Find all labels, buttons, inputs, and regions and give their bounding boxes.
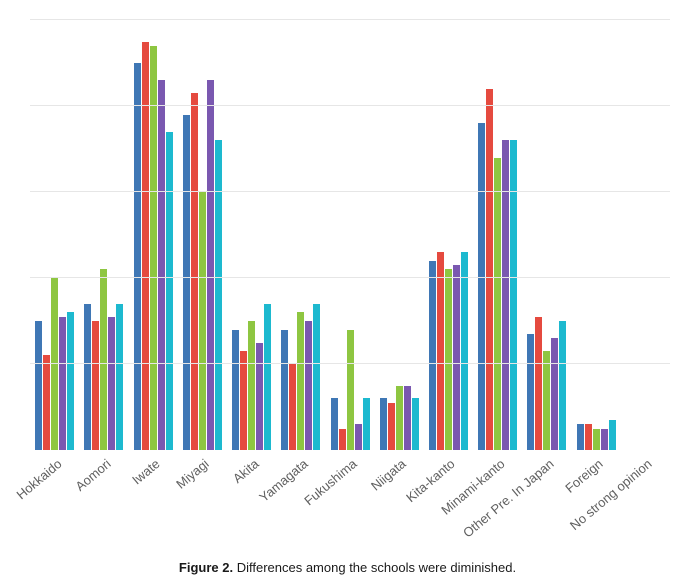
x-axis-label: Iwate [129,456,162,487]
bar [388,403,395,450]
bar [363,398,370,450]
bar [437,252,444,450]
bar [412,398,419,450]
bar-group [375,20,424,450]
gridline [30,363,670,364]
bar [396,386,403,451]
plot-area [30,20,670,450]
bar [51,278,58,450]
x-label-slot: No strong opinion [621,450,670,540]
bar [59,317,66,450]
bar [445,269,452,450]
bar-group [522,20,571,450]
bar [84,304,91,450]
bar [478,123,485,450]
bar [559,321,566,450]
x-label-slot: Other Pre. In Japan [522,450,571,540]
bar [355,424,362,450]
bar [486,89,493,450]
bar-group [178,20,227,450]
bar [305,321,312,450]
bar [183,115,190,450]
figure-caption-text: Differences among the schools were dimin… [237,560,516,575]
bar [609,420,616,450]
gridline [30,277,670,278]
bar [347,330,354,450]
x-label-slot: Aomori [79,450,128,540]
x-label-slot: Hokkaido [30,450,79,540]
x-label-slot: Iwate [128,450,177,540]
bar [215,140,222,450]
bar [339,429,346,451]
bar-group [79,20,128,450]
gridline [30,19,670,20]
bar [502,140,509,450]
bar [43,355,50,450]
bar-group [572,20,621,450]
x-axis-label: Aomori [72,456,113,494]
bar [35,321,42,450]
bar [429,261,436,450]
bar [100,269,107,450]
bar [543,351,550,450]
gridline [30,105,670,106]
bar [601,429,608,451]
bar [585,424,592,450]
x-label-slot: Fukushima [325,450,374,540]
x-label-slot: Miyagi [178,450,227,540]
bar [191,93,198,450]
bar [166,132,173,450]
bar-groups [30,20,670,450]
bar [453,265,460,450]
bar [134,63,141,450]
x-axis-labels: HokkaidoAomoriIwateMiyagiAkitaYamagataFu… [30,450,670,540]
bar [404,386,411,451]
x-axis-label: Akita [229,456,261,486]
bar [331,398,338,450]
bar [313,304,320,450]
bar-group [424,20,473,450]
bar [527,334,534,450]
bar [232,330,239,450]
gridline [30,191,670,192]
bar [264,304,271,450]
bar [510,140,517,450]
figure-caption: Figure 2. Differences among the schools … [0,560,695,575]
bar [248,321,255,450]
bar [297,312,304,450]
bar [494,158,501,450]
x-axis-label: Hokkaido [13,456,64,502]
bar [240,351,247,450]
bar [289,364,296,450]
bar [281,330,288,450]
bar [380,398,387,450]
x-axis-label: Niigata [368,456,409,494]
bar-group [128,20,177,450]
bar [461,252,468,450]
bar [256,343,263,451]
bar-group [227,20,276,450]
bar [207,80,214,450]
bar [92,321,99,450]
bar [150,46,157,450]
bar [158,80,165,450]
bar [593,429,600,451]
bar [116,304,123,450]
bar-group [621,20,670,450]
bar [535,317,542,450]
bar-group [30,20,79,450]
chart-container: HokkaidoAomoriIwateMiyagiAkitaYamagataFu… [0,0,695,583]
figure-number: Figure 2. [179,560,233,575]
x-axis-label: Miyagi [174,456,212,492]
bar-group [325,20,374,450]
bar [142,42,149,451]
bar [551,338,558,450]
bar-group [276,20,325,450]
bar [108,317,115,450]
bar [199,192,206,450]
bar [577,424,584,450]
bar-group [473,20,522,450]
bar [67,312,74,450]
